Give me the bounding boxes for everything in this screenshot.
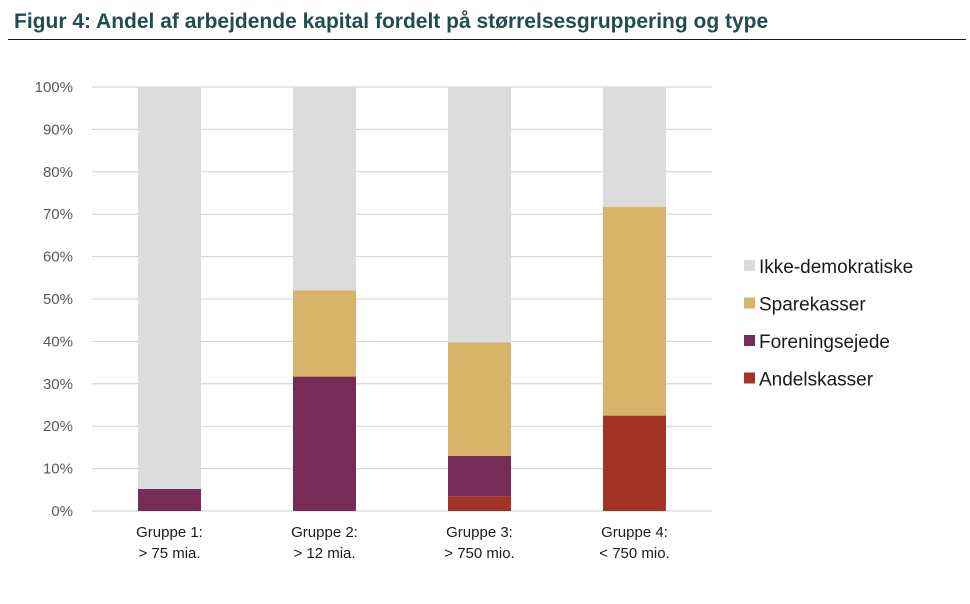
bar-segment-foreningsejede <box>448 455 511 497</box>
legend-swatch <box>744 260 755 271</box>
y-tick-label: 0% <box>51 503 73 520</box>
legend-label: Foreningsejede <box>759 332 890 353</box>
y-tick-label: 100% <box>35 79 73 96</box>
legend-swatch <box>744 335 755 346</box>
x-category-label: > 750 mio. <box>444 545 514 562</box>
bars <box>138 87 666 511</box>
x-category-label: > 12 mia. <box>293 545 355 562</box>
x-category-label: > 75 mia. <box>138 545 200 562</box>
y-tick-label: 40% <box>43 333 73 350</box>
x-category-label: Gruppe 2: <box>291 524 358 541</box>
y-tick-label: 90% <box>43 121 73 138</box>
chart-title: Figur 4: Andel af arbejdende kapital for… <box>14 10 769 33</box>
bar-segment-andelskasser <box>603 415 666 511</box>
y-tick-label: 20% <box>43 418 73 435</box>
bar-segment-sparekasser <box>603 206 666 416</box>
x-axis-labels: Gruppe 1: > 75 mia. Gruppe 2: > 12 mia. Grup… <box>136 524 670 562</box>
legend-swatch <box>744 372 755 384</box>
x-category-label: < 750 mio. <box>599 545 669 562</box>
y-tick-label: 50% <box>43 291 73 308</box>
bar-segment-andelskasser <box>448 496 511 511</box>
legend-label: Ikke-demokratiske <box>759 257 913 278</box>
bar-segment-sparekasser <box>293 290 356 377</box>
x-category-label: Gruppe 1: <box>136 524 203 541</box>
bar-segment-foreningsejede <box>293 376 356 511</box>
bar-segment-ikke-demokratiske <box>138 87 201 489</box>
legend-swatch <box>744 297 755 309</box>
y-tick-label: 60% <box>43 249 73 266</box>
y-tick-label: 10% <box>43 461 73 478</box>
y-tick-label: 70% <box>43 206 73 223</box>
legend-label: Sparekasser <box>759 295 866 316</box>
bar-segment-ikke-demokratiske <box>293 87 356 291</box>
bar-segment-sparekasser <box>448 342 511 456</box>
legend: Ikke-demokratiske Sparekasser Foreningseje… <box>744 257 913 391</box>
y-tick-label: 80% <box>43 164 73 181</box>
bar-segment-ikke-demokratiske <box>603 87 666 207</box>
bar-segment-foreningsejede <box>138 488 201 511</box>
bar-segment-ikke-demokratiske <box>448 87 511 343</box>
legend-label: Andelskasser <box>759 370 874 391</box>
x-category-label: Gruppe 3: <box>446 524 513 541</box>
title-divider <box>8 39 966 40</box>
y-axis-ticks: 0% 10% 20% 30% 40% 50% 60% 70% 80% 90% 100% <box>35 79 73 520</box>
x-category-label: Gruppe 4: <box>601 524 668 541</box>
y-tick-label: 30% <box>43 376 73 393</box>
